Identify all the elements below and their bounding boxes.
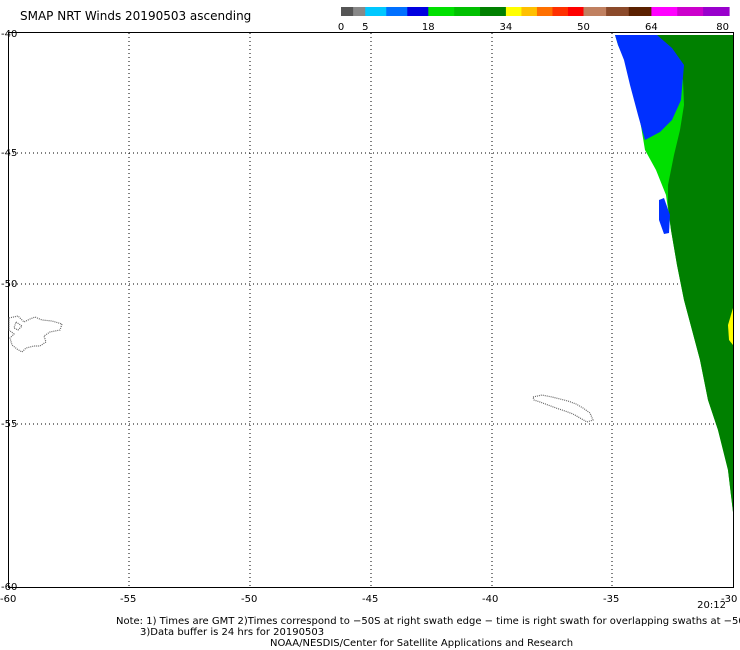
colorbar-tick-label: 50 — [577, 22, 590, 33]
lon-tick-label: -60 — [0, 594, 16, 605]
colorbar-labels: 0 5 18 34 50 64 80 — [338, 22, 729, 33]
footnote-line-1: Note: 1) Times are GMT 2)Times correspon… — [116, 616, 740, 627]
colorbar-band-segment — [521, 7, 538, 16]
wind-map: -40 -45 -50 -55 -60 -60 -55 -50 -45 -40 … — [0, 29, 737, 605]
lon-tick-label: -55 — [120, 594, 136, 605]
map-title: SMAP NRT Winds 20190503 ascending — [20, 9, 252, 23]
colorbar-tick-label: 0 — [338, 22, 344, 33]
plot-frame — [8, 32, 734, 588]
colorbar-tick-label: 34 — [500, 22, 513, 33]
colorbar-band-segment — [407, 7, 429, 16]
lon-tick-label: -40 — [482, 594, 498, 605]
south-georgia-coastline — [532, 394, 594, 423]
colorbar-band-segment — [365, 7, 387, 16]
wind-speed-colorbar: 0 5 18 34 50 64 80 — [338, 7, 730, 33]
colorbar-band-segment — [651, 7, 678, 16]
colorbar-tick-label: 18 — [422, 22, 435, 33]
colorbar-band-segment — [703, 7, 730, 16]
footnote-line-2: 3)Data buffer is 24 hrs for 20190503 — [140, 627, 325, 638]
footnote-credit: NOAA/NESDIS/Center for Satellite Applica… — [270, 638, 574, 649]
swath-blue-patch — [659, 198, 670, 234]
swath-blue-north — [615, 35, 684, 140]
colorbar-band-segment — [505, 7, 523, 16]
colorbar-tick-label: 80 — [716, 22, 729, 33]
lat-tick-label: -40 — [1, 29, 17, 40]
colorbar-band-segment — [353, 7, 366, 16]
colorbar-band-segment — [454, 7, 481, 16]
lon-tick-label: -30 — [721, 594, 737, 605]
lon-tick-label: -35 — [603, 594, 619, 605]
colorbar-band-segment — [583, 7, 607, 16]
lat-tick-label: -45 — [1, 148, 17, 159]
longitude-tick-labels: -60 -55 -50 -45 -40 -35 -30 — [0, 594, 737, 605]
colorbar-band-segment — [341, 7, 354, 16]
colorbar-band-segment — [606, 7, 630, 16]
falkland-islands-coastline — [8, 315, 63, 353]
swath-time-label: 20:12 — [697, 600, 726, 611]
colorbar-tick-label: 5 — [362, 22, 368, 33]
lat-tick-label: -60 — [1, 582, 17, 593]
colorbar-bands — [341, 7, 730, 16]
lon-tick-label: -45 — [362, 594, 378, 605]
lat-tick-label: -55 — [1, 419, 17, 430]
colorbar-band-segment — [567, 7, 585, 16]
colorbar-band-segment — [536, 7, 554, 16]
swath-dark-green — [657, 35, 733, 512]
colorbar-tick-label: 64 — [645, 22, 658, 33]
colorbar-band-segment — [628, 7, 652, 16]
gridlines — [9, 33, 733, 587]
colorbar-band-segment — [428, 7, 455, 16]
wind-swath — [615, 35, 733, 512]
lon-tick-label: -50 — [241, 594, 257, 605]
latitude-tick-labels: -40 -45 -50 -55 -60 — [1, 29, 17, 593]
colorbar-band-segment — [480, 7, 507, 16]
coastlines — [8, 315, 594, 423]
lat-tick-label: -50 — [1, 279, 17, 290]
swath-yellow-edge — [728, 308, 733, 345]
colorbar-band-segment — [552, 7, 569, 16]
colorbar-band-segment — [386, 7, 408, 16]
colorbar-band-segment — [677, 7, 704, 16]
